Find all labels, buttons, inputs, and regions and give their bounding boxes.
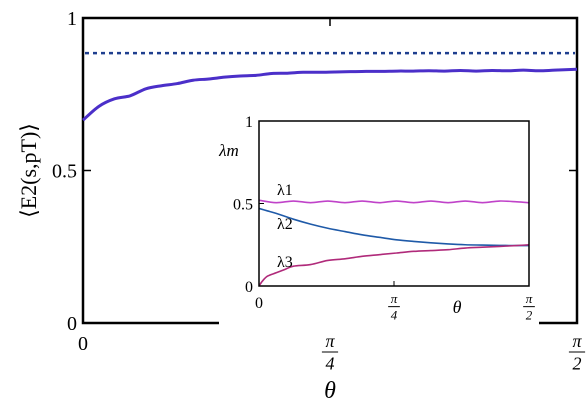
inset-x-tick-label: 0 (255, 295, 263, 312)
inset-x-tick-label-fraction: π2 (523, 291, 535, 322)
y-tick-label: 0 (67, 313, 77, 335)
inset-series-line (258, 243, 530, 287)
x-axis-label: θ (324, 378, 336, 404)
series-label: λ2 (277, 216, 293, 233)
inset-y-tick-label: 1 (245, 114, 253, 131)
x-tick-label-fraction-numerator: π (572, 331, 582, 351)
series-line (82, 67, 578, 122)
inset-series-line (258, 199, 530, 204)
main-ticks (82, 17, 578, 324)
inset-y-axis-label: λm (218, 141, 239, 160)
x-tick-label: 0 (78, 333, 88, 355)
y-axis-label: ⟨E2(s,pT)⟩ (16, 123, 41, 218)
inset-y-tick-label: 0.5 (233, 197, 253, 214)
inset-series-group (258, 199, 530, 287)
inset-x-tick-label-fraction-denominator: 2 (526, 307, 533, 322)
inset-y-tick-label: 0 (245, 279, 253, 296)
series-label: λ3 (277, 254, 293, 271)
inset-plot-frame (258, 120, 530, 287)
inset-x-tick-label-fraction-denominator: 4 (391, 307, 398, 322)
inset-series-line (258, 207, 530, 247)
x-tick-label-fraction: π2 (568, 331, 586, 374)
series-label: λ1 (277, 182, 293, 199)
inset-x-tick-label-fraction-numerator: π (526, 291, 533, 306)
y-tick-label: 0.5 (52, 161, 77, 183)
x-tick-label-fraction-denominator: 2 (573, 354, 582, 374)
inset-x-tick-label-fraction-numerator: π (391, 291, 398, 306)
inset-series-labels: λ1 λ2 λ3 (277, 182, 293, 271)
y-tick-label: 1 (67, 8, 77, 30)
inset-x-tick-label-fraction: π4 (388, 291, 400, 322)
x-tick-label-fraction-numerator: π (325, 331, 335, 351)
inset-background (219, 113, 539, 330)
x-tick-label-fraction-denominator: 4 (326, 354, 335, 374)
x-tick-label-fraction: π4 (321, 331, 339, 374)
inset-x-axis-label: θ (453, 297, 462, 317)
